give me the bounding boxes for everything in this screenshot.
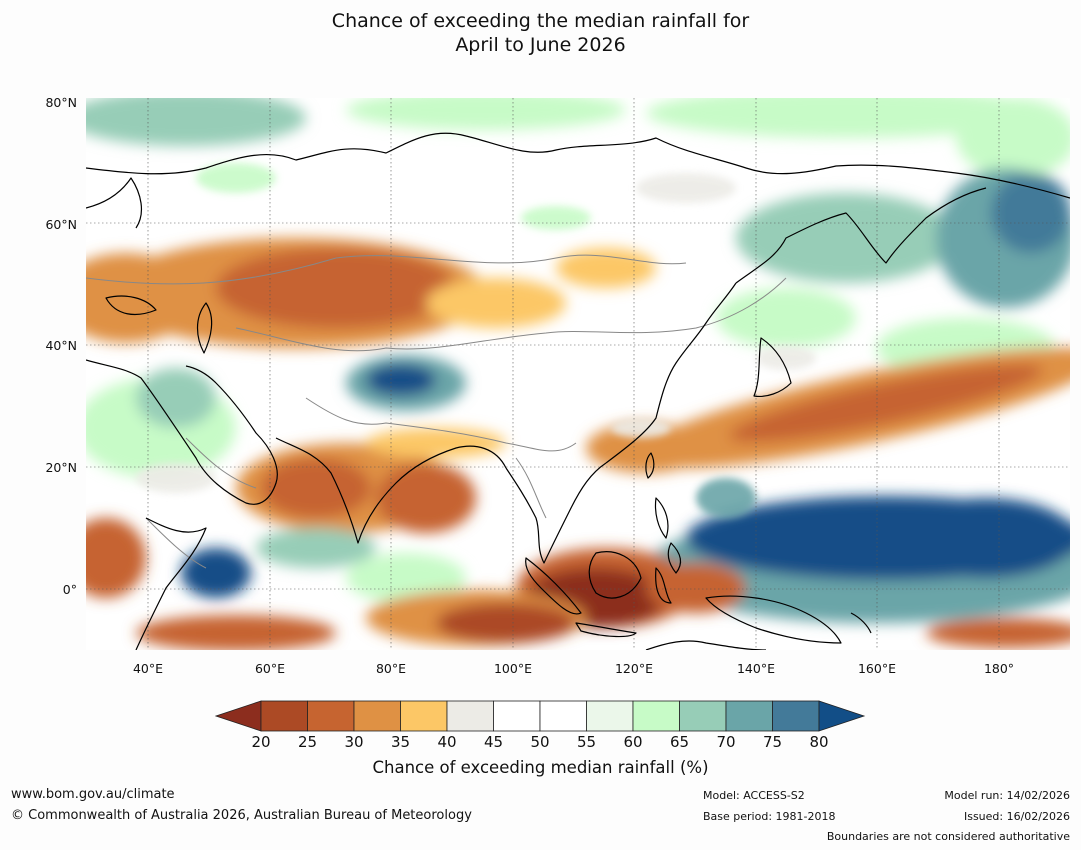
- lon-label-160e: 160°E: [857, 661, 896, 676]
- lat-label-equator: 0°: [62, 582, 77, 597]
- title-line-2: April to June 2026: [455, 34, 626, 56]
- colorbar-bin-b55_60: [586, 700, 634, 732]
- lat-label-60n: 60°N: [45, 217, 77, 232]
- map-title: Chance of exceeding the median rainfall …: [0, 9, 1081, 57]
- colorbar-bin-b70_75: [725, 700, 773, 732]
- colorbar-bin-b30_35: [353, 700, 401, 732]
- colorbar-tick-60: 60: [623, 733, 643, 751]
- colorbar-bin-b20_25: [260, 700, 308, 732]
- colorbar-label: Chance of exceeding median rainfall (%): [372, 758, 709, 777]
- colorbar-tick-30: 30: [344, 733, 364, 751]
- colorbar-tick-65: 65: [669, 733, 690, 751]
- colorbar-tick-35: 35: [390, 733, 411, 751]
- lon-label-120e: 120°E: [614, 661, 653, 676]
- map-svg: [86, 98, 1070, 650]
- colorbar-bin-b35_40: [400, 700, 448, 732]
- boundary-disclaimer: Boundaries are not considered authoritat…: [826, 830, 1070, 843]
- lon-label-40e: 40°E: [132, 661, 164, 676]
- colorbar-bin-b75_80: [772, 700, 820, 732]
- colorbar-tick-75: 75: [762, 733, 783, 751]
- copyright-text: © Commonwealth of Australia 2026, Austra…: [11, 808, 472, 823]
- model-name: Model: ACCESS-S2: [703, 789, 805, 802]
- colorbar-tick-25: 25: [297, 733, 318, 751]
- lon-label-80e: 80°E: [375, 661, 407, 676]
- colorbar-bin-b50_55: [539, 700, 587, 732]
- colorbar-tick-70: 70: [716, 733, 736, 751]
- colorbar-tick-55: 55: [576, 733, 597, 751]
- lat-label-20n: 20°N: [45, 460, 77, 475]
- graticule: [86, 98, 1070, 650]
- website-link[interactable]: www.bom.gov.au/climate: [11, 787, 175, 802]
- lat-label-80n: 80°N: [45, 95, 77, 110]
- title-line-1: Chance of exceeding the median rainfall …: [331, 10, 750, 32]
- model-run-date: Model run: 14/02/2026: [944, 789, 1070, 802]
- lat-label-40n: 40°N: [45, 338, 77, 353]
- colorbar-bin-b40_45: [446, 700, 494, 732]
- issued-date: Issued: 16/02/2026: [963, 810, 1070, 823]
- colorbar-arrow-below: [215, 700, 262, 732]
- coastlines: [86, 132, 1070, 650]
- probability-field: [86, 98, 1070, 650]
- colorbar: [215, 700, 866, 732]
- colorbar-tick-40: 40: [437, 733, 457, 751]
- colorbar-tick-20: 20: [251, 733, 271, 751]
- country-boundaries: [86, 254, 787, 569]
- base-period: Base period: 1981-2018: [703, 810, 836, 823]
- colorbar-bin-b25_30: [307, 700, 355, 732]
- forecast-map: [86, 98, 1070, 650]
- lon-label-180: 180°: [983, 661, 1015, 676]
- lon-label-140e: 140°E: [736, 661, 775, 676]
- lon-label-100e: 100°E: [493, 661, 532, 676]
- colorbar-bin-b45_50: [493, 700, 541, 732]
- colorbar-bin-b65_70: [679, 700, 727, 732]
- colorbar-tick-80: 80: [809, 733, 829, 751]
- colorbar-tick-45: 45: [483, 733, 504, 751]
- lon-label-60e: 60°E: [254, 661, 286, 676]
- colorbar-arrow-above: [818, 700, 866, 732]
- probability-detail: [136, 163, 816, 518]
- colorbar-bin-b60_65: [632, 700, 680, 732]
- colorbar-tick-50: 50: [530, 733, 550, 751]
